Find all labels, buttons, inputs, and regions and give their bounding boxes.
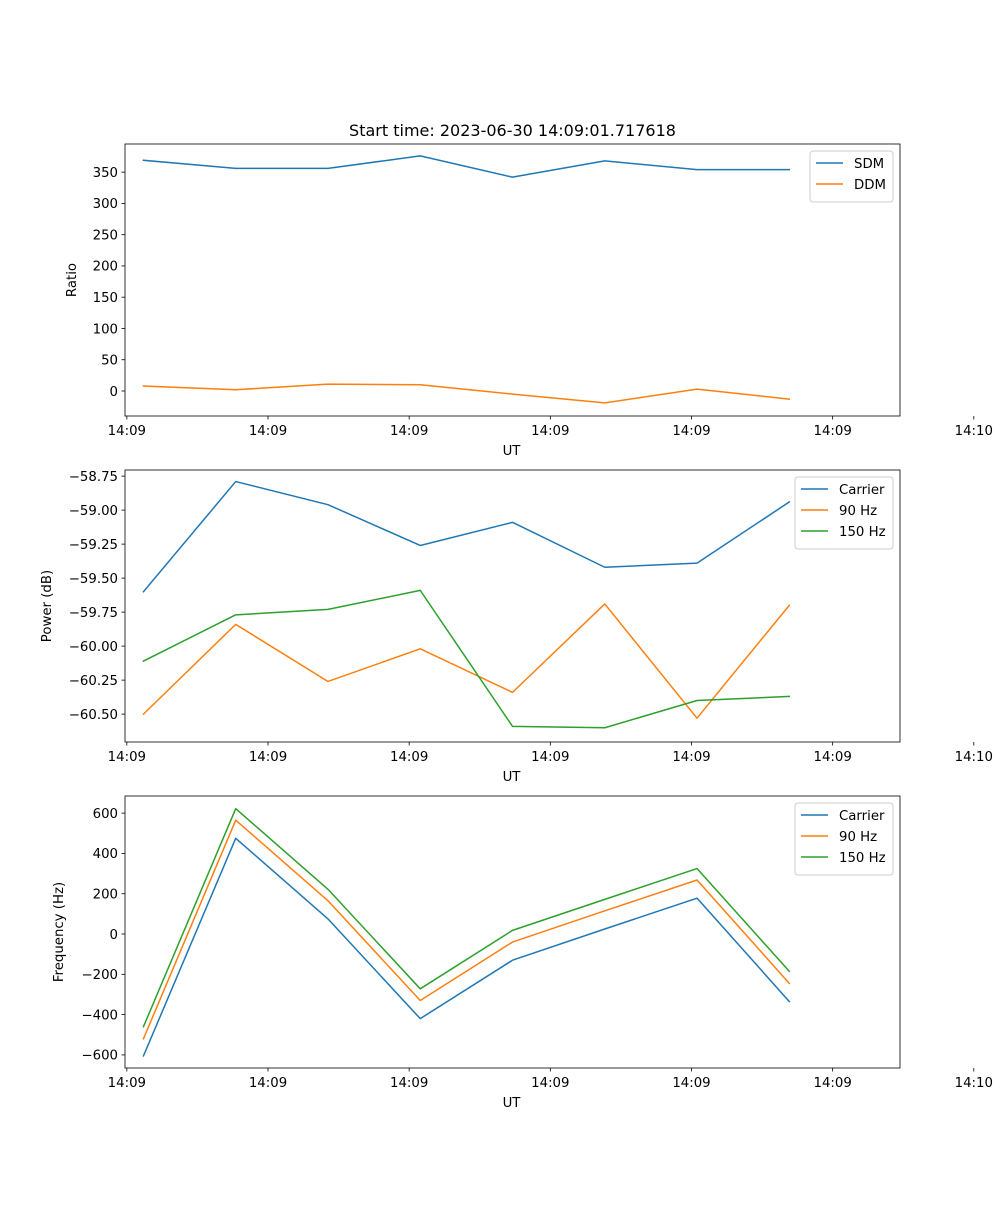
y-tick-label: 400 (93, 847, 118, 862)
series-line-90-hz (143, 604, 789, 718)
legend: Carrier 90 Hz 150 Hz (795, 477, 893, 549)
x-axis-label: UT (503, 1096, 522, 1111)
y-axis-label: Ratio (65, 263, 80, 297)
x-tick-label: 14:09 (672, 1076, 710, 1091)
x-tick-label: 14:10 (955, 1076, 993, 1091)
y-tick-label: −58.75 (69, 470, 118, 485)
x-tick-label: 14:09 (813, 424, 851, 439)
y-tick-label: 600 (93, 807, 118, 822)
y-tick-label: −200 (81, 968, 118, 983)
series-line-90-hz (143, 820, 789, 1039)
series-line-sdm (143, 156, 789, 177)
x-tick-label: 14:09 (108, 750, 146, 765)
y-tick-label: −59.50 (69, 572, 118, 587)
y-tick-label: 300 (93, 197, 118, 212)
y-tick-label: 200 (93, 260, 118, 275)
y-axis-label: Frequency (Hz) (52, 882, 67, 982)
y-tick-label: −60.25 (69, 674, 118, 689)
x-tick-label: 14:09 (672, 750, 710, 765)
legend-label: DDM (854, 178, 886, 193)
y-tick-label: 100 (93, 322, 118, 337)
y-tick-label: −59.75 (69, 606, 118, 621)
legend: Carrier 90 Hz 150 Hz (795, 803, 893, 875)
x-tick-label: 14:09 (249, 750, 287, 765)
x-tick-label: 14:09 (390, 424, 428, 439)
y-axis-label: Power (dB) (40, 570, 55, 642)
legend-label: 150 Hz (839, 525, 886, 540)
series-line-carrier (143, 838, 789, 1056)
subplot-3: 14:09 14:09 14:09 14:09 14:09 14:09 14:10 600 40… (52, 796, 993, 1111)
subplot-2: 14:09 14:09 14:09 14:09 14:09 14:09 14:10 −58.7… (40, 470, 993, 785)
x-axis-label: UT (503, 770, 522, 785)
y-tick-label: −59.00 (69, 504, 118, 519)
x-tick-label: 14:09 (813, 750, 851, 765)
legend-label: 90 Hz (839, 830, 877, 845)
y-tick-label: 50 (101, 354, 118, 369)
x-tick-label: 14:10 (955, 750, 993, 765)
y-tick-label: 0 (110, 385, 118, 400)
series-line-ddm (143, 384, 789, 403)
subplot-1: 14:09 14:09 14:09 14:09 14:09 14:09 14:10 350 30… (65, 121, 993, 459)
legend-label: Carrier (839, 809, 885, 824)
series-line-150-hz (143, 590, 789, 727)
x-tick-label: 14:09 (390, 750, 428, 765)
series-line-carrier (143, 482, 789, 592)
y-tick-label: −400 (81, 1008, 118, 1023)
x-tick-label: 14:09 (390, 1076, 428, 1091)
y-tick-label: 150 (93, 291, 118, 306)
x-tick-label: 14:09 (108, 1076, 146, 1091)
legend: SDM DDM (810, 151, 893, 202)
y-tick-label: 200 (93, 888, 118, 903)
legend-label: Carrier (839, 483, 885, 498)
y-tick-label: 250 (93, 228, 118, 243)
x-tick-label: 14:09 (531, 1076, 569, 1091)
legend-label: SDM (854, 157, 884, 172)
axes-frame (125, 470, 900, 742)
y-tick-label: 350 (93, 166, 118, 181)
x-tick-label: 14:10 (955, 424, 993, 439)
y-tick-label: −60.00 (69, 640, 118, 655)
y-tick-label: 0 (110, 928, 118, 943)
x-axis-label: UT (503, 444, 522, 459)
x-tick-label: 14:09 (531, 424, 569, 439)
axes-frame (125, 144, 900, 416)
legend-label: 150 Hz (839, 851, 886, 866)
x-tick-label: 14:09 (249, 1076, 287, 1091)
y-tick-label: −59.25 (69, 538, 118, 553)
axes-frame (125, 796, 900, 1068)
y-tick-label: −60.50 (69, 708, 118, 723)
x-tick-label: 14:09 (108, 424, 146, 439)
x-tick-label: 14:09 (672, 424, 710, 439)
legend-label: 90 Hz (839, 504, 877, 519)
x-tick-label: 14:09 (531, 750, 569, 765)
y-tick-label: −600 (81, 1049, 118, 1064)
x-tick-label: 14:09 (813, 1076, 851, 1091)
x-tick-label: 14:09 (249, 424, 287, 439)
chart-title: Start time: 2023-06-30 14:09:01.717618 (349, 121, 676, 140)
